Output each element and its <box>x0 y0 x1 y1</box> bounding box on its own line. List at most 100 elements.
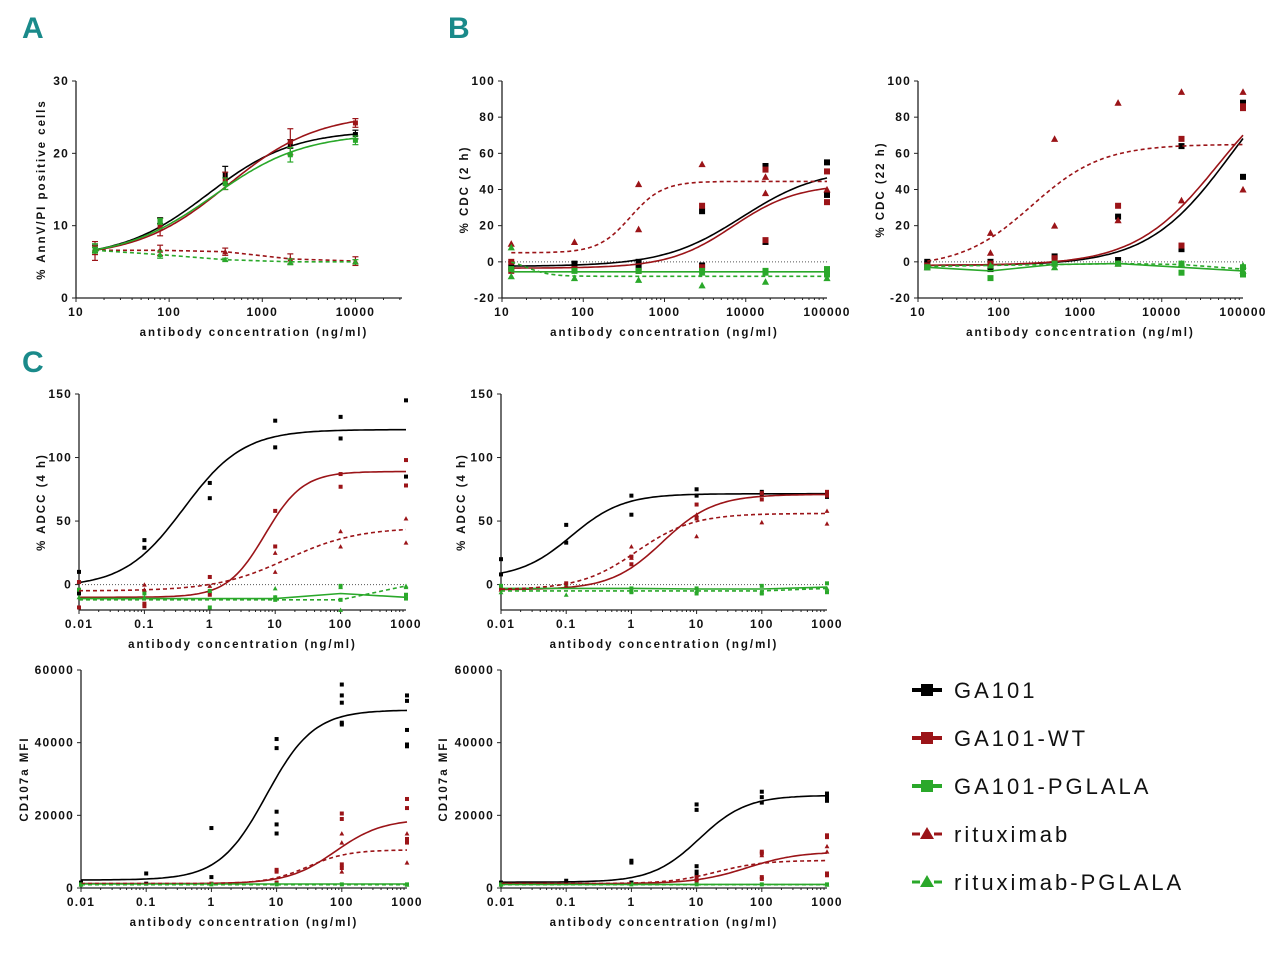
fit-curve <box>79 592 407 600</box>
y-tick-label: 20000 <box>35 808 74 822</box>
y-tick-label: -20 <box>474 291 495 305</box>
data-point-square <box>1178 246 1185 253</box>
y-axis-title: CD107a MFI <box>438 736 450 821</box>
data-point-square <box>1051 260 1058 267</box>
data-point-square <box>924 258 931 265</box>
fit-curve <box>927 143 1243 262</box>
panel-letter-c: C <box>22 346 44 379</box>
data-point-square <box>824 191 830 198</box>
data-point-triangle <box>824 508 830 513</box>
legend-label: GA101 <box>954 678 1038 703</box>
series-rituximab <box>92 244 359 267</box>
y-axis-title: % ADCC (4 h) <box>36 453 48 551</box>
data-point-square <box>499 572 503 577</box>
data-point-triangle <box>404 860 410 865</box>
data-point-square <box>142 604 147 609</box>
x-tick-label: 0.1 <box>556 617 576 631</box>
x-tick-label: 100 <box>987 305 1011 319</box>
data-point-triangle <box>222 248 229 255</box>
data-point-triangle <box>1239 267 1247 274</box>
data-point-square <box>629 493 634 498</box>
data-point-square <box>338 436 343 441</box>
data-point-triangle <box>694 512 699 517</box>
data-point-square <box>405 693 409 698</box>
plots-container: 10 100 1000 1000 0 0 10 20 30 antibody concentrat… <box>19 74 1265 929</box>
data-point-triangle <box>76 579 82 585</box>
chart-c-cd107a-1: 0.01 0.1 1 10 100 1000 0 20000 40000 60000 antibod… <box>19 663 422 929</box>
y-tick-label: 30 <box>53 74 69 88</box>
data-point-square <box>339 693 344 698</box>
series-rituximab-pglala <box>76 583 409 612</box>
x-axis-title: antibody concentration (ng/ml) <box>550 917 779 929</box>
x-tick-label: 10 <box>689 617 705 631</box>
data-point-square <box>142 601 147 606</box>
legend-marker-square-icon <box>921 780 933 792</box>
legend-marker-triangle-icon <box>920 875 934 887</box>
data-point-triangle <box>1114 99 1122 106</box>
data-point-square <box>759 795 764 800</box>
y-tick-label: 100 <box>470 451 494 465</box>
data-point-triangle <box>339 831 345 836</box>
y-tick-label: 40000 <box>455 736 494 750</box>
y-tick-label: 150 <box>470 387 494 401</box>
data-point-square <box>571 267 578 274</box>
data-point-triangle <box>1239 185 1247 193</box>
data-point-square <box>405 698 409 703</box>
panel-letter-a: A <box>22 12 44 45</box>
data-point-triangle <box>629 544 634 549</box>
series-rituximab-pglala <box>498 882 830 887</box>
y-tick-label: 20 <box>895 219 911 233</box>
data-point-triangle <box>759 589 765 595</box>
y-tick-label: 0 <box>487 255 495 269</box>
x-tick-label: 0.01 <box>487 617 515 631</box>
fit-curve <box>927 262 1244 272</box>
data-point-triangle <box>824 849 830 854</box>
data-point-square <box>207 605 212 610</box>
x-tick-label: 1000 <box>811 895 843 909</box>
fit-curve <box>511 180 827 254</box>
series-ga101-pglala <box>499 581 829 596</box>
data-point-triangle <box>1239 88 1247 95</box>
data-point-square <box>629 882 634 887</box>
data-point-square <box>273 418 278 423</box>
data-point-square <box>339 816 344 821</box>
x-tick-label: 1 <box>207 895 215 909</box>
fit-curve <box>511 187 828 269</box>
data-point-square <box>274 737 279 742</box>
x-tick-label: 1 <box>627 895 635 909</box>
data-point-square <box>142 545 147 550</box>
data-point-square <box>759 497 764 502</box>
x-axis-title: antibody concentration (ng/ml) <box>130 917 359 929</box>
data-point-triangle <box>404 882 410 887</box>
data-point-triangle <box>694 876 699 881</box>
data-point-square <box>209 882 214 887</box>
data-point-square <box>405 836 409 841</box>
data-point-square <box>825 581 829 586</box>
data-point-triangle <box>403 516 409 521</box>
x-axis-title: antibody concentration (ng/ml) <box>140 327 369 339</box>
x-tick-label: 100 <box>329 617 353 631</box>
y-tick-label: 60000 <box>35 663 74 677</box>
y-tick-label: 80 <box>895 110 911 124</box>
data-point-square <box>207 496 212 501</box>
legend-item: rituximab-PGLALA <box>912 870 1181 895</box>
series-ga101 <box>499 487 829 577</box>
x-tick-label: 100 <box>750 895 774 909</box>
y-tick-label: 0 <box>486 881 494 895</box>
data-point-square <box>694 864 699 869</box>
data-point-square <box>274 746 279 751</box>
x-tick-label: 10 <box>269 895 285 909</box>
data-point-triangle <box>222 256 229 263</box>
data-point-triangle <box>635 276 643 283</box>
data-point-square <box>759 491 764 496</box>
data-point-square <box>1178 143 1185 150</box>
x-axis-title: antibody concentration (ng/ml) <box>966 327 1195 339</box>
y-axis-title: CD107a MFI <box>19 736 31 821</box>
data-point-square <box>564 522 569 527</box>
data-point-triangle <box>507 243 515 251</box>
data-point-square <box>762 166 769 173</box>
data-point-square <box>273 508 278 513</box>
data-point-square <box>824 159 830 166</box>
data-point-triangle <box>1177 196 1186 204</box>
x-tick-label: 1000 <box>247 305 279 319</box>
